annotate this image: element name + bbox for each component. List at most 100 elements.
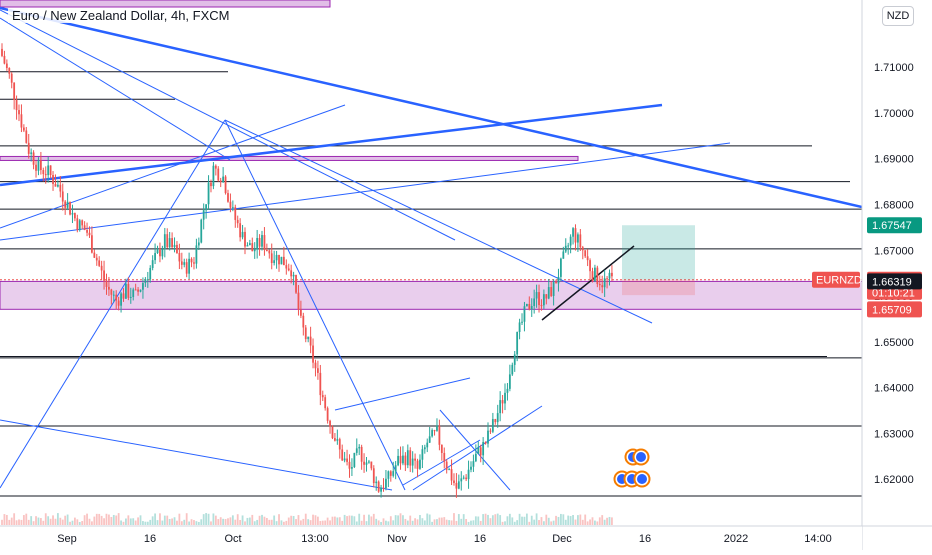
volume-bar	[154, 513, 156, 525]
candle	[453, 480, 455, 483]
candle	[426, 442, 429, 448]
candle	[428, 436, 431, 443]
candle	[273, 260, 276, 264]
candle	[508, 374, 511, 389]
volume-bar	[577, 515, 579, 525]
candle	[278, 254, 280, 265]
y-tick-label: 1.64000	[874, 383, 914, 395]
volume-bar	[440, 517, 443, 525]
candle	[351, 467, 353, 469]
volume-bar	[423, 520, 426, 525]
volume-bar	[491, 515, 494, 525]
volume-bar	[103, 518, 105, 525]
volume-bar	[460, 518, 463, 525]
candle	[504, 392, 506, 404]
volume-bar	[445, 519, 448, 525]
candle	[491, 419, 494, 432]
candle	[253, 249, 256, 252]
y-tick-label: 1.69000	[874, 154, 914, 166]
volume-bar	[596, 521, 599, 525]
volume-bar	[397, 515, 399, 525]
volume-bar	[518, 513, 521, 525]
candle	[74, 213, 76, 219]
candle	[542, 294, 545, 306]
candle	[331, 426, 334, 439]
volume-bar	[569, 516, 572, 525]
volume-bar	[377, 520, 380, 525]
volume-bar	[560, 513, 562, 525]
candle	[25, 130, 28, 143]
volume-bar	[22, 515, 25, 525]
volume-bar	[436, 519, 438, 525]
candle	[467, 469, 470, 480]
candle	[83, 225, 86, 231]
volume-bar	[54, 518, 57, 525]
candle	[246, 245, 249, 247]
candle	[501, 400, 504, 404]
candle	[258, 238, 261, 247]
volume-bar	[363, 514, 365, 525]
candle	[472, 461, 475, 467]
candle	[601, 285, 604, 288]
candle	[110, 289, 113, 295]
candle	[183, 262, 186, 265]
volume-bar	[200, 519, 203, 525]
candle	[91, 235, 93, 253]
candle	[460, 478, 463, 482]
volume-bar	[472, 520, 475, 525]
x-tick-label: 16	[144, 533, 156, 545]
candle	[346, 458, 348, 462]
zone-bottom-tag	[867, 301, 922, 318]
volume-bar	[525, 513, 528, 525]
volume-bar	[163, 515, 166, 525]
volume-bar	[572, 515, 574, 525]
candle	[8, 68, 11, 74]
volume-bar	[18, 519, 20, 525]
volume-bar	[426, 513, 429, 525]
candle	[59, 184, 62, 192]
volume-bar	[214, 515, 217, 525]
volume-bar	[523, 516, 526, 525]
volume-bar	[579, 514, 582, 525]
trend-line	[0, 104, 346, 229]
trend-line-thick	[0, 6, 862, 209]
volume-bar	[161, 520, 164, 525]
volume-bar	[611, 517, 613, 525]
trend-line	[0, 119, 226, 489]
x-tick-label: 16	[474, 533, 486, 545]
candle	[382, 487, 385, 489]
volume-bar	[326, 517, 329, 525]
candle	[88, 232, 91, 236]
candle	[353, 452, 356, 468]
volume-bar	[581, 519, 584, 525]
volume-bar	[273, 515, 276, 525]
candle	[137, 289, 139, 292]
candle	[146, 279, 149, 281]
volume-bar	[149, 519, 152, 525]
x-tick-label: 16	[639, 533, 651, 545]
candle	[108, 286, 110, 290]
candle	[44, 174, 47, 176]
y-tick-label: 1.70000	[874, 108, 914, 120]
trend-line	[402, 439, 481, 486]
volume-bar	[69, 521, 71, 525]
candle	[185, 262, 188, 274]
y-tick-label: 1.63000	[874, 428, 914, 440]
volume-bar	[508, 513, 511, 525]
candle	[496, 413, 499, 423]
currency-button[interactable]: NZD	[882, 6, 914, 26]
volume-bar	[433, 519, 436, 525]
volume-bar	[370, 516, 373, 525]
volume-bar	[125, 518, 127, 525]
candle	[608, 272, 611, 279]
resistance-zone	[0, 155, 579, 161]
y-tick-label: 1.68000	[874, 200, 914, 212]
candle	[132, 289, 135, 297]
candle	[156, 249, 159, 254]
candle	[586, 256, 589, 261]
volume-bar	[312, 514, 314, 525]
volume-bar	[389, 516, 392, 525]
candle	[161, 249, 164, 257]
